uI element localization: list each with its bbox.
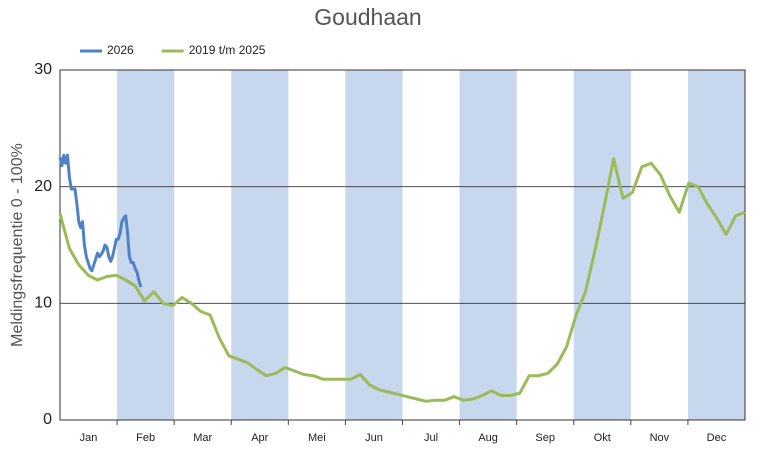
x-tick-label: Sep: [535, 432, 555, 444]
series-line: [58, 157, 746, 403]
x-tick-label: Jun: [365, 432, 383, 444]
y-tick-label: 0: [43, 411, 52, 428]
x-tick-label: Aug: [478, 432, 498, 444]
month-band: [231, 70, 289, 420]
x-tick-label: Jul: [424, 432, 438, 444]
series-line: [58, 153, 143, 288]
month-band: [687, 70, 745, 420]
x-tick-label: Apr: [251, 432, 268, 444]
month-band: [459, 70, 517, 420]
x-tick-label: Dec: [707, 432, 727, 444]
y-tick-label: 10: [34, 295, 52, 312]
legend-label: 2026: [107, 43, 134, 57]
x-tick-label: Mar: [193, 432, 212, 444]
x-tick-label: Mei: [308, 432, 326, 444]
month-band: [345, 70, 403, 420]
plot-border: [59, 69, 746, 421]
legend-label: 2019 t/m 2025: [189, 43, 266, 57]
x-tick-label: Okt: [594, 432, 611, 444]
x-tick-label: Feb: [136, 432, 155, 444]
month-band: [573, 70, 631, 420]
x-tick-label: Nov: [650, 432, 670, 444]
y-tick-label: 20: [34, 178, 52, 195]
month-band: [117, 70, 175, 420]
chart-title: Goudhaan: [314, 4, 421, 30]
y-axis-label: Meldingsfrequentie 0 - 100%: [9, 143, 26, 347]
y-tick-label: 30: [34, 61, 52, 78]
x-tick-label: Jan: [80, 432, 98, 444]
